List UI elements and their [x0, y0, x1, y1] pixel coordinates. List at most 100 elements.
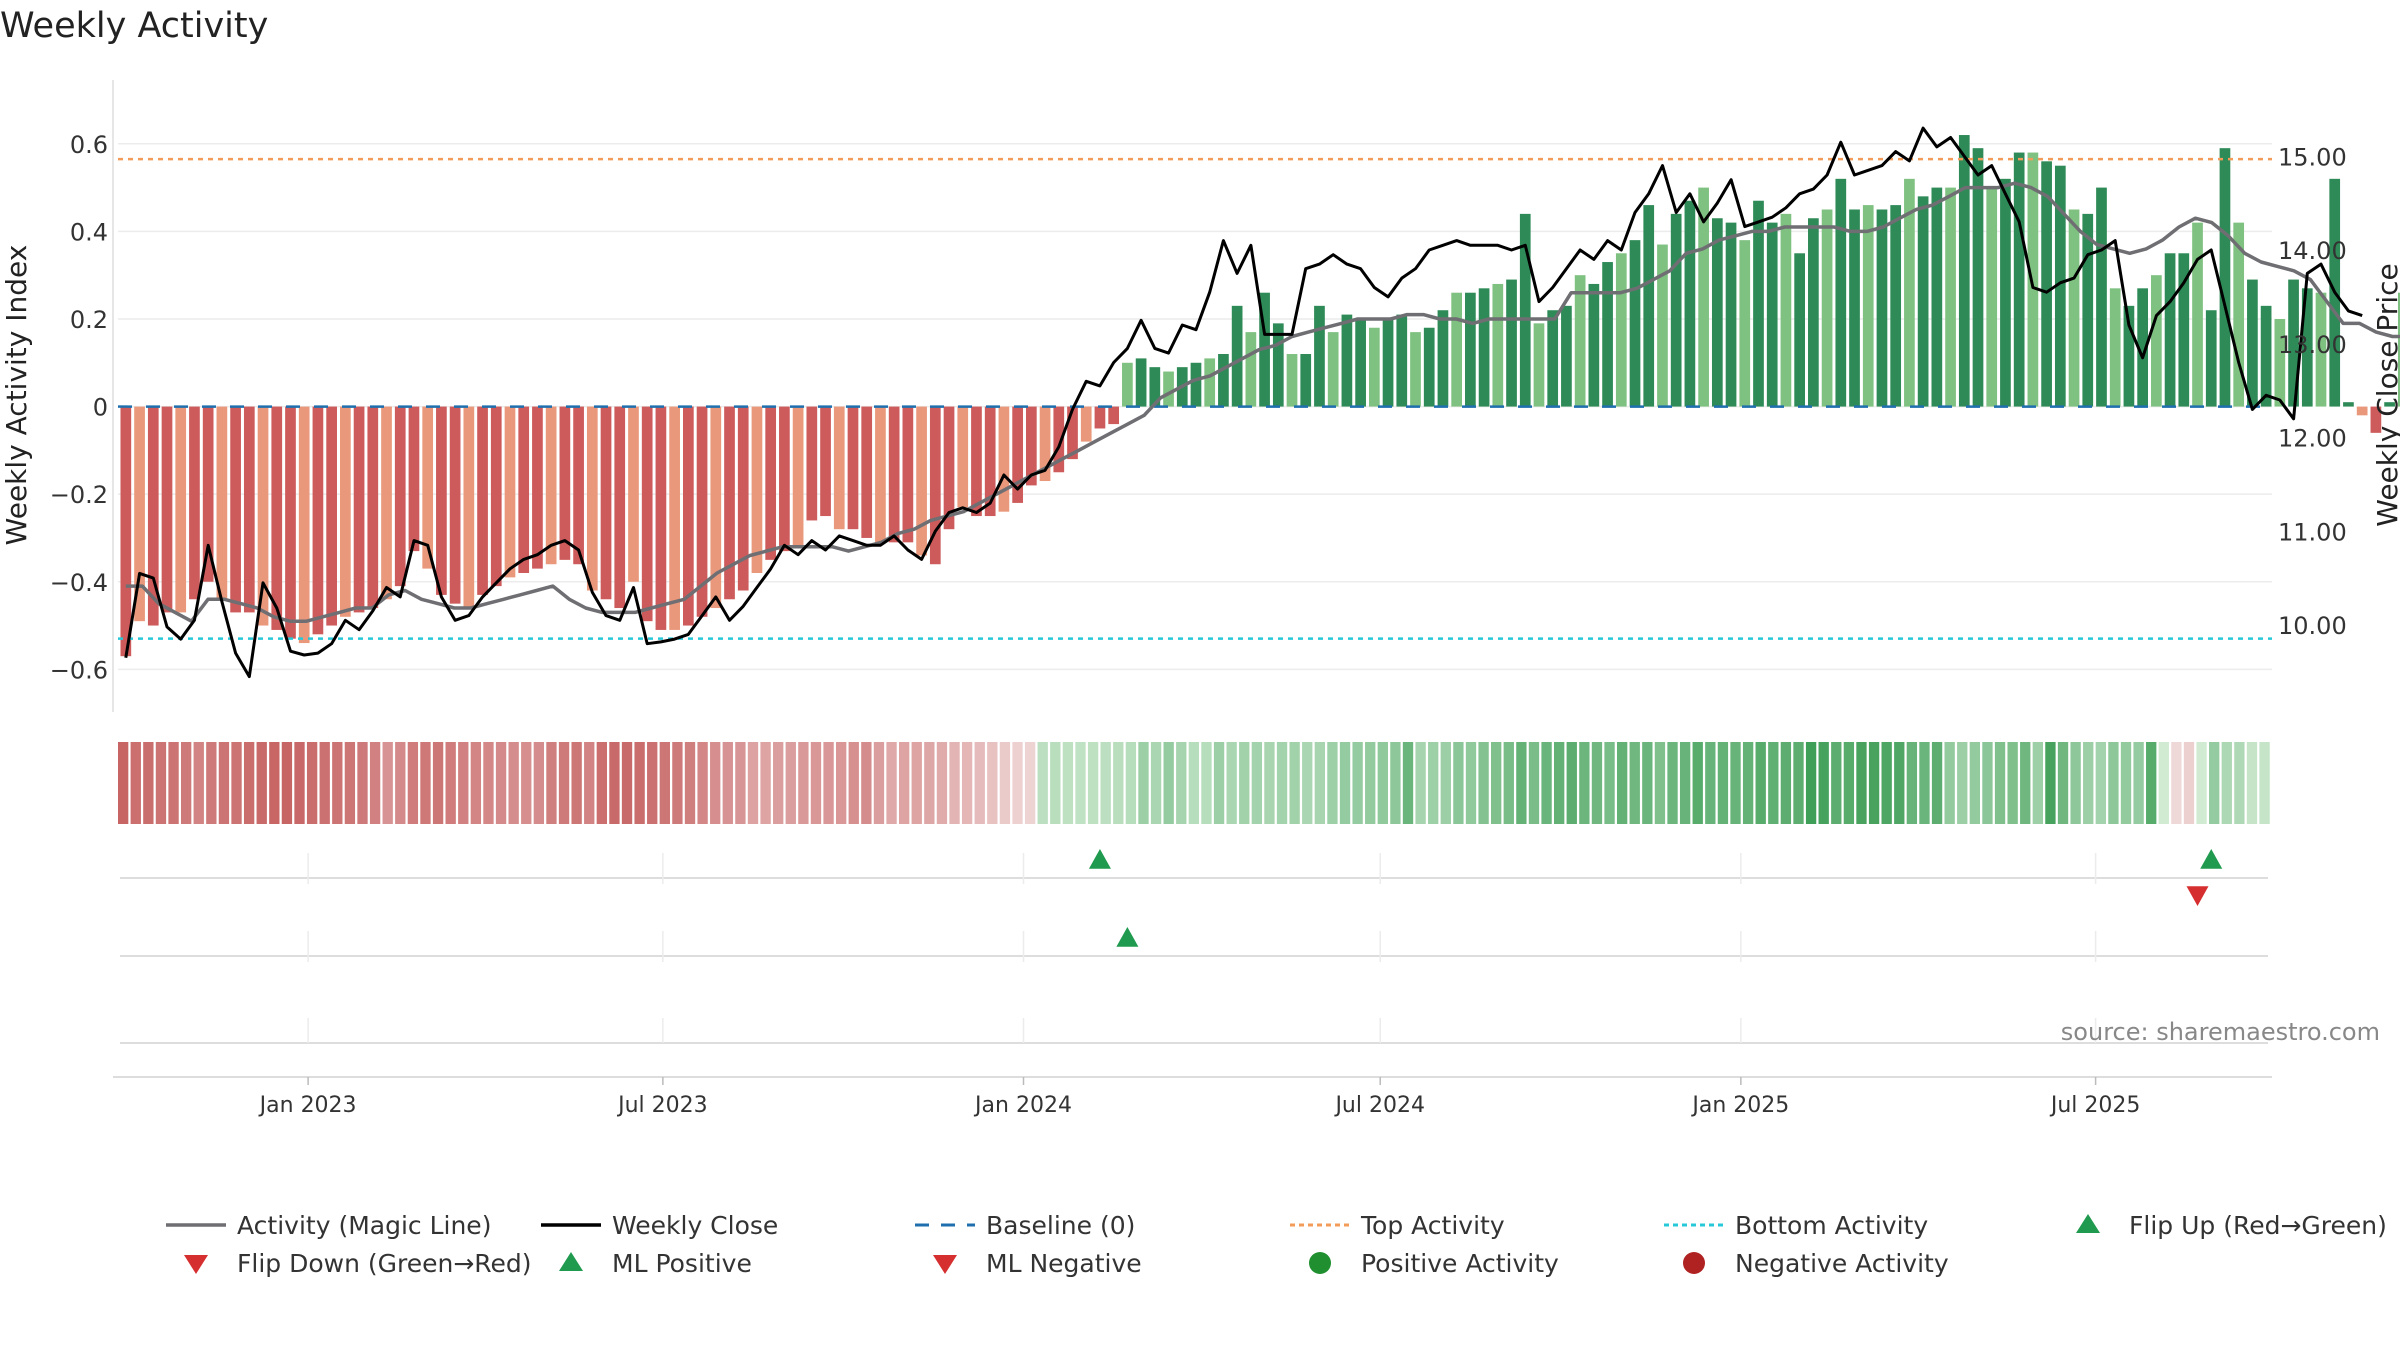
positive-activity-bar: [1945, 187, 1956, 407]
heat-strip-cell: [1339, 742, 1351, 824]
positive-activity-bar: [2068, 209, 2080, 407]
heat-strip-cell: [1251, 742, 1263, 824]
legend-label: Top Activity: [1360, 1211, 1505, 1240]
heat-strip-cell: [634, 742, 645, 824]
heat-strip-cell: [1528, 742, 1540, 824]
positive-activity-bar: [2109, 288, 2121, 407]
heat-strip-cell: [470, 742, 482, 824]
heat-strip-cell: [823, 742, 834, 824]
source-note: source: sharemaestro.com: [2061, 1018, 2380, 1046]
positive-activity-bar: [1327, 332, 1339, 407]
x-tick-label: Jan 2025: [1690, 1093, 1789, 1118]
positive-activity-bar: [1684, 200, 1696, 407]
flip-up-marker: [2200, 849, 2223, 869]
legend-label: Bottom Activity: [1735, 1211, 1928, 1240]
negative-activity-bar: [1094, 406, 1106, 429]
heat-strip-cell: [1705, 742, 1716, 824]
positive-activity-bar: [1396, 314, 1408, 407]
positive-activity-bar: [1410, 332, 1421, 407]
heat-strip-cell: [1087, 742, 1099, 824]
heat-strip-cell: [1982, 742, 1993, 824]
positive-activity-bar: [1465, 292, 1476, 407]
heat-strip-cell: [508, 742, 519, 824]
signal-rows: [120, 849, 2268, 1044]
negative-activity-bar: [161, 406, 173, 613]
heat-strip-cell: [495, 742, 507, 824]
heat-strip-cell: [659, 742, 670, 824]
heat-strip-cell: [647, 742, 658, 824]
heat-strip-cell: [1150, 742, 1162, 824]
negative-activity-bar: [1039, 406, 1051, 482]
heat-strip-cell: [243, 742, 255, 824]
heat-strip-cell: [344, 742, 356, 824]
positive-activity-bar: [2082, 213, 2094, 407]
positive-activity-bar: [2288, 279, 2299, 407]
heat-strip-cell: [1554, 742, 1565, 824]
y-tick-label: −0.2: [50, 481, 108, 509]
heat-strip-cell: [999, 742, 1011, 824]
heat-strip-cell: [836, 742, 847, 824]
heat-strip-cell: [1730, 742, 1741, 824]
negative-activity-bar: [916, 406, 927, 556]
activity-bars: [120, 135, 2400, 657]
heat-strip-cell: [2209, 742, 2220, 824]
negative-activity-bar: [202, 406, 214, 582]
positive-activity-bar: [1314, 305, 1325, 407]
heat-strip-cell: [1428, 742, 1439, 824]
legend-label: Negative Activity: [1735, 1249, 1949, 1278]
negative-activity-bar: [628, 406, 639, 582]
heat-strip-cell: [256, 742, 267, 824]
legend-item: Baseline (0): [915, 1211, 1135, 1240]
circle-icon: [1683, 1252, 1705, 1274]
heat-strip-cell: [1503, 742, 1514, 824]
heat-strip-cell: [1037, 742, 1048, 824]
positive-activity-bar: [1341, 314, 1353, 407]
heat-strip-cell: [1302, 742, 1313, 824]
heat-strip-cell: [206, 742, 217, 824]
heat-strip-cell: [445, 742, 456, 824]
legend-item: Flip Down (Green→Red): [184, 1249, 532, 1278]
negative-activity-bar: [724, 406, 735, 600]
price-lines: [124, 126, 2400, 679]
heat-strip-cell: [407, 742, 419, 824]
positive-activity-bar: [1615, 253, 1627, 407]
heat-strip-cell: [155, 742, 167, 824]
heat-strip-cell: [533, 742, 545, 824]
heat-strip-cell: [269, 742, 280, 824]
chart-title: Weekly Activity: [0, 6, 268, 46]
positive-activity-bar: [1163, 371, 1174, 407]
heat-strip-cell: [2045, 742, 2056, 824]
positive-activity-bar: [2205, 310, 2217, 407]
positive-activity-bar: [1602, 262, 1613, 407]
axes: 0.6 0.4 0.2 0 −0.2 −0.4 −0.6 15.00 14.00 13.00 12.…: [50, 80, 2347, 712]
heat-strip-cell: [2196, 742, 2207, 824]
negative-activity-bar: [230, 406, 241, 613]
heat-strip-cell: [193, 742, 204, 824]
negative-activity-bar: [436, 406, 447, 595]
positive-activity-bar: [2096, 187, 2107, 407]
positive-activity-bar: [1423, 327, 1435, 407]
positive-activity-bar: [1698, 187, 1709, 407]
heat-strip-cell: [1050, 742, 1061, 824]
positive-activity-bar: [1149, 367, 1161, 407]
negative-activity-bar: [463, 406, 475, 609]
positive-activity-bar: [2192, 222, 2203, 407]
heat-strip-cell: [735, 742, 746, 824]
heat-strip-cell: [1390, 742, 1401, 824]
negative-activity-bar: [477, 406, 488, 595]
negative-activity-bar: [573, 406, 584, 565]
heat-strip-cell: [785, 742, 796, 824]
heat-strip-cell: [1818, 742, 1829, 824]
legend-label: ML Positive: [612, 1249, 752, 1278]
heat-strip-cell: [1894, 742, 1905, 824]
heat-strip-cell: [1314, 742, 1325, 824]
heat-strip-cell: [722, 742, 733, 824]
heat-strip-cell: [1201, 742, 1212, 824]
positive-activity-bar: [1931, 187, 1943, 407]
heat-strip-cell: [773, 742, 784, 824]
heat-strip-cell: [684, 742, 696, 824]
positive-activity-bar: [1643, 205, 1655, 407]
heat-strip-cell: [1100, 742, 1111, 824]
positive-activity-bar: [1204, 358, 1216, 407]
